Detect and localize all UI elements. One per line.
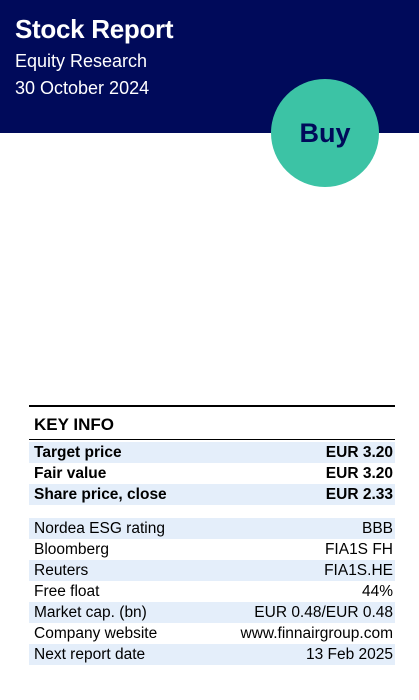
price-label: Target price [34, 443, 122, 461]
price-row-fair-value: Fair value EUR 3.20 [29, 463, 395, 484]
report-date: 30 October 2024 [15, 78, 150, 98]
detail-row-bloomberg: Bloomberg FIA1S FH [29, 539, 395, 560]
detail-value: FIA1S.HE [324, 561, 393, 579]
detail-row-reuters: Reuters FIA1S.HE [29, 560, 395, 581]
detail-group: Nordea ESG rating BBB Bloomberg FIA1S FH… [29, 518, 395, 665]
detail-label: Reuters [34, 561, 89, 579]
price-value: EUR 3.20 [325, 464, 393, 482]
price-value: EUR 2.33 [325, 485, 393, 503]
detail-row-website: Company website www.finnairgroup.com [29, 623, 395, 644]
detail-label: Free float [34, 582, 100, 600]
report-header: Stock Report Equity Research 30 October … [0, 0, 419, 133]
detail-label: Company website [34, 624, 158, 642]
detail-label: Nordea ESG rating [34, 519, 165, 537]
report-title: Stock Report [15, 14, 174, 44]
price-label: Share price, close [34, 485, 167, 503]
key-info-top-divider [29, 405, 395, 407]
section-spacer [29, 505, 395, 518]
detail-row-esg: Nordea ESG rating BBB [29, 518, 395, 539]
key-info-heading: KEY INFO [34, 415, 114, 434]
detail-row-next-report: Next report date 13 Feb 2025 [29, 644, 395, 665]
detail-label: Next report date [34, 645, 146, 663]
detail-value: EUR 0.48/EUR 0.48 [254, 603, 393, 621]
price-label: Fair value [34, 464, 107, 482]
key-info-table: KEY INFO Target price EUR 3.20 Fair valu… [29, 405, 395, 665]
detail-row-free-float: Free float 44% [29, 581, 395, 602]
report-subtitle: Equity Research [15, 51, 148, 71]
price-row-share-price: Share price, close EUR 2.33 [29, 484, 395, 505]
detail-label: Bloomberg [34, 540, 109, 558]
rating-badge: Buy [271, 79, 379, 187]
detail-value: 13 Feb 2025 [305, 645, 393, 663]
key-info-heading-divider [29, 439, 395, 440]
detail-value: BBB [361, 519, 393, 537]
detail-value: www.finnairgroup.com [240, 624, 393, 642]
price-group: Target price EUR 3.20 Fair value EUR 3.2… [29, 442, 395, 505]
price-row-target: Target price EUR 3.20 [29, 442, 395, 463]
detail-label: Market cap. (bn) [34, 603, 147, 621]
detail-value: 44% [361, 582, 393, 600]
price-value: EUR 3.20 [325, 443, 393, 461]
detail-row-market-cap: Market cap. (bn) EUR 0.48/EUR 0.48 [29, 602, 395, 623]
detail-value: FIA1S FH [324, 540, 393, 558]
rating-label: Buy [299, 117, 351, 148]
